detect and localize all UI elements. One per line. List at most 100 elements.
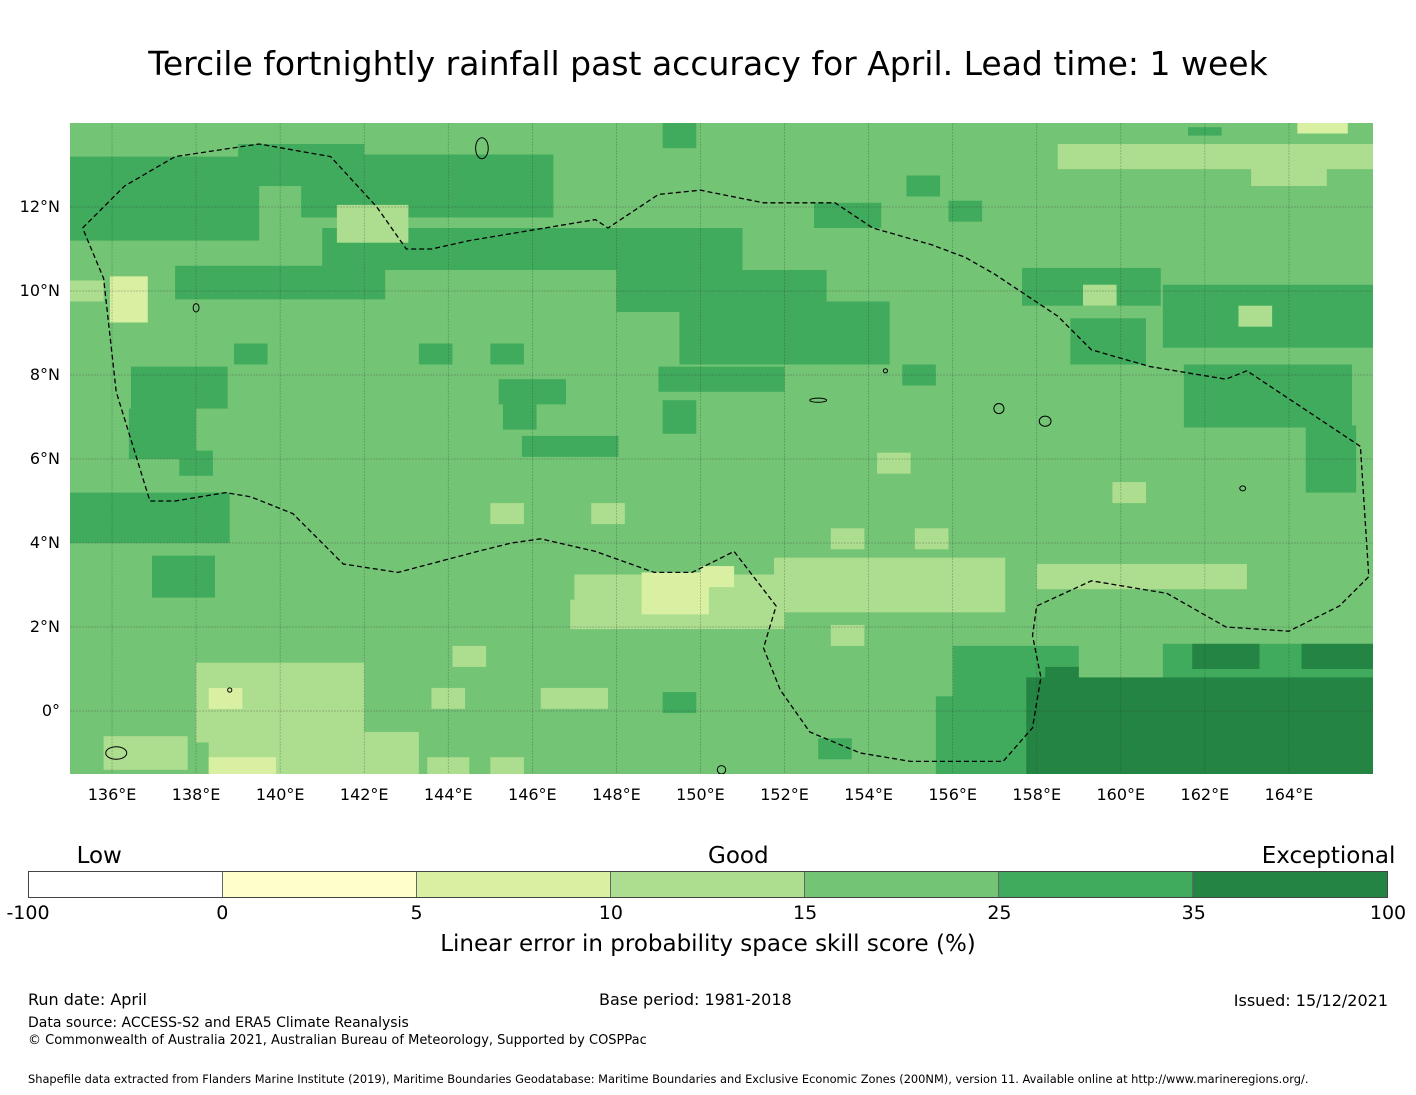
skill-cell [700,566,735,588]
skill-cell [490,503,524,525]
map-area[interactable] [70,123,1373,774]
skill-cell [1297,123,1348,134]
skill-cell [1238,305,1273,327]
base-period: Base period: 1981-2018 [599,990,792,1009]
island-outline [105,746,128,760]
skill-cell [1082,284,1117,306]
lon-tick-label: 152°E [760,785,809,804]
colorbar-segment [805,872,999,897]
lon-tick-label: 144°E [423,785,473,804]
colorbar-tick-label: 5 [410,902,423,924]
island-outline [809,397,828,403]
skill-cell [830,528,865,550]
island-outline [192,303,200,313]
skill-cell [1192,643,1260,669]
skill-cell [830,624,865,646]
colorbar-segment [1193,872,1387,897]
skill-cell [91,186,134,228]
issued-date: Issued: 15/12/2021 [1233,991,1388,1010]
skill-cell [490,757,524,774]
lon-tick-label: 140°E [255,785,305,804]
colorbar-tick-label: 100 [1369,902,1407,924]
island-outline [1038,415,1052,427]
skill-cell [521,435,619,457]
lon-tick-label: 164°E [1264,785,1314,804]
lat-tick-label: 0° [41,701,60,720]
colorbar-segment [611,872,805,897]
skill-cell [877,452,911,474]
colorbar-category-label: Exceptional [1261,843,1396,869]
lon-tick-label: 142°E [339,785,389,804]
skill-cell [1305,425,1357,493]
copyright-notice: © Commonwealth of Australia 2021, Austra… [28,1033,647,1048]
skill-cell [208,757,276,774]
skill-cell [498,379,566,405]
lat-tick-label: 10°N [19,281,60,300]
graticule-layer [70,123,1373,774]
skill-cell [774,557,1006,613]
lon-tick-label: 154°E [844,785,893,804]
skill-cell [151,555,216,598]
lat-tick-label: 6°N [29,449,60,468]
island-outline [475,137,489,160]
lon-tick-label: 162°E [1180,785,1230,804]
colorbar-segment [223,872,417,897]
skill-cell [641,572,709,615]
skill-cell [1112,482,1147,504]
lat-tick-label: 8°N [29,365,60,384]
skill-cell [662,692,697,714]
skill-cell [109,276,148,323]
skill-cell [1188,127,1222,136]
skill-cell [540,687,609,709]
map-svg [70,123,1373,774]
skill-cell [813,202,882,228]
skill-cell [1026,677,1373,774]
skill-cell [1036,564,1247,590]
skill-cell [902,364,936,386]
lat-tick-label: 2°N [29,617,60,636]
lon-tick-label: 158°E [1012,785,1062,804]
lat-tick-label: 4°N [29,533,60,552]
colorbar-category-label: Good [708,843,769,869]
colorbar-tick-label: 35 [1181,902,1206,924]
skill-cell [1251,160,1327,186]
skill-cell [906,175,941,197]
skill-cell [130,366,228,409]
skill-cell [233,343,268,365]
skill-cell [658,366,785,392]
lon-tick-label: 148°E [592,785,641,804]
island-outline [1239,485,1247,492]
colorbar-segment [29,872,223,897]
lat-tick-label: 12°N [19,197,60,216]
skill-cell [935,696,1037,774]
skill-cell [179,450,213,476]
colorbar-segment [417,872,611,897]
skill-cell [70,492,230,543]
skill-cell [431,687,466,709]
colorbar-tick-label: 15 [793,902,818,924]
skill-cell [591,503,625,525]
lon-tick-label: 146°E [508,785,557,804]
skill-cell [1045,666,1079,688]
skill-cell [175,265,386,300]
island-outline [882,368,889,374]
skill-cell [616,270,827,312]
skill-cells-layer [70,123,1373,774]
skill-cell [662,123,697,149]
island-outline [227,687,233,693]
skill-cell [1301,643,1373,669]
data-source: Data source: ACCESS-S2 and ERA5 Climate … [28,1015,409,1031]
skill-cell [914,528,949,550]
island-outline [993,403,1005,415]
skill-cell [427,757,470,774]
colorbar-label: Linear error in probability space skill … [440,931,976,957]
colorbar-segment [999,872,1193,897]
lon-tick-label: 156°E [928,785,977,804]
lon-tick-label: 150°E [676,785,725,804]
skill-cell [336,204,409,243]
skill-cell [490,343,524,365]
eez-boundary-line [82,143,1370,763]
skill-cell [1183,364,1352,428]
colorbar-tick-label: 25 [987,902,1012,924]
skill-cell [70,280,104,302]
